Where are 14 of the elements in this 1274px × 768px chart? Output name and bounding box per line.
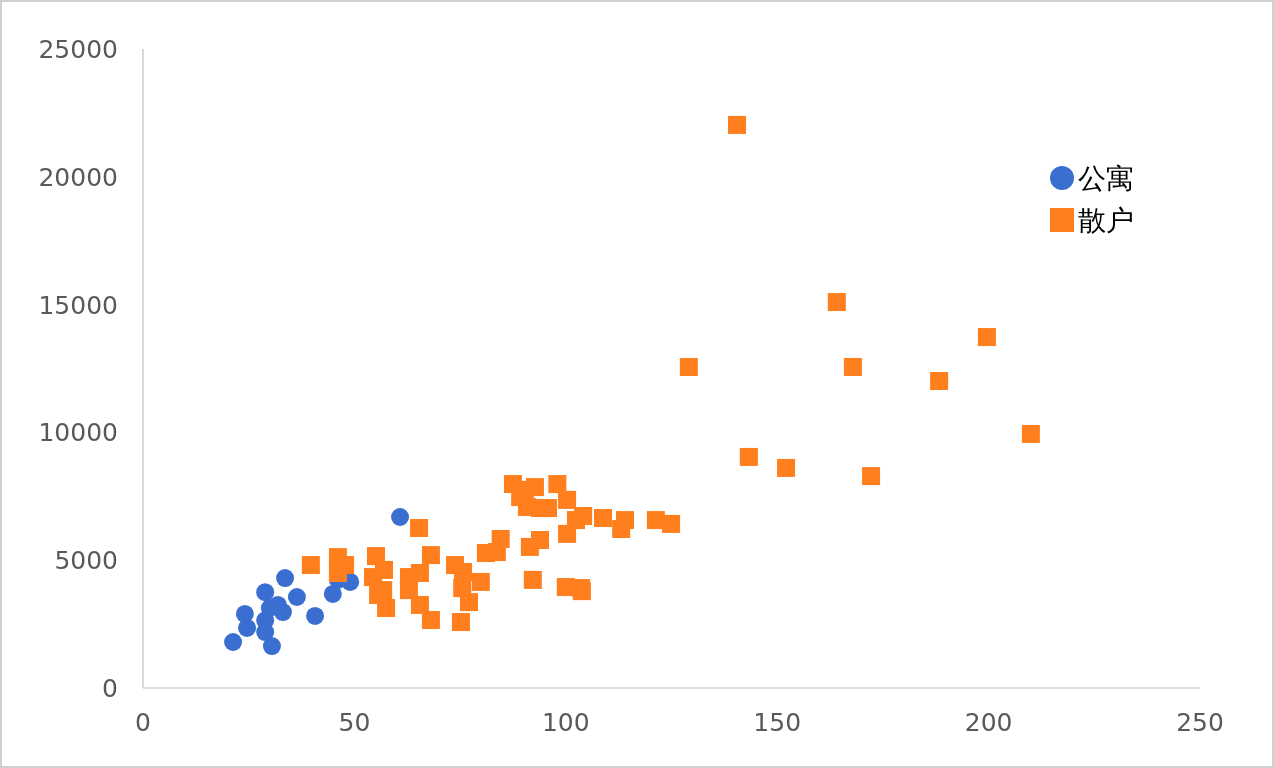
y-tick-label: 10000 [38,418,118,448]
x-tick-label: 250 [1176,708,1224,737]
legend-label: 公寓 [1078,162,1134,195]
y-tick-label: 0 [102,674,118,703]
x-tick-label: 0 [135,708,151,737]
x-tick-label: 100 [541,708,590,737]
x-tick-label: 200 [964,708,1013,737]
x-tick-label: 50 [338,708,371,737]
y-tick-label: 15000 [38,290,118,320]
y-tick-label: 25000 [38,35,118,64]
y-tick-label: 5000 [54,546,118,576]
y-tick-label: 20000 [38,162,118,192]
x-tick-label: 150 [753,708,802,737]
legend-label: 散户 [1078,204,1134,237]
